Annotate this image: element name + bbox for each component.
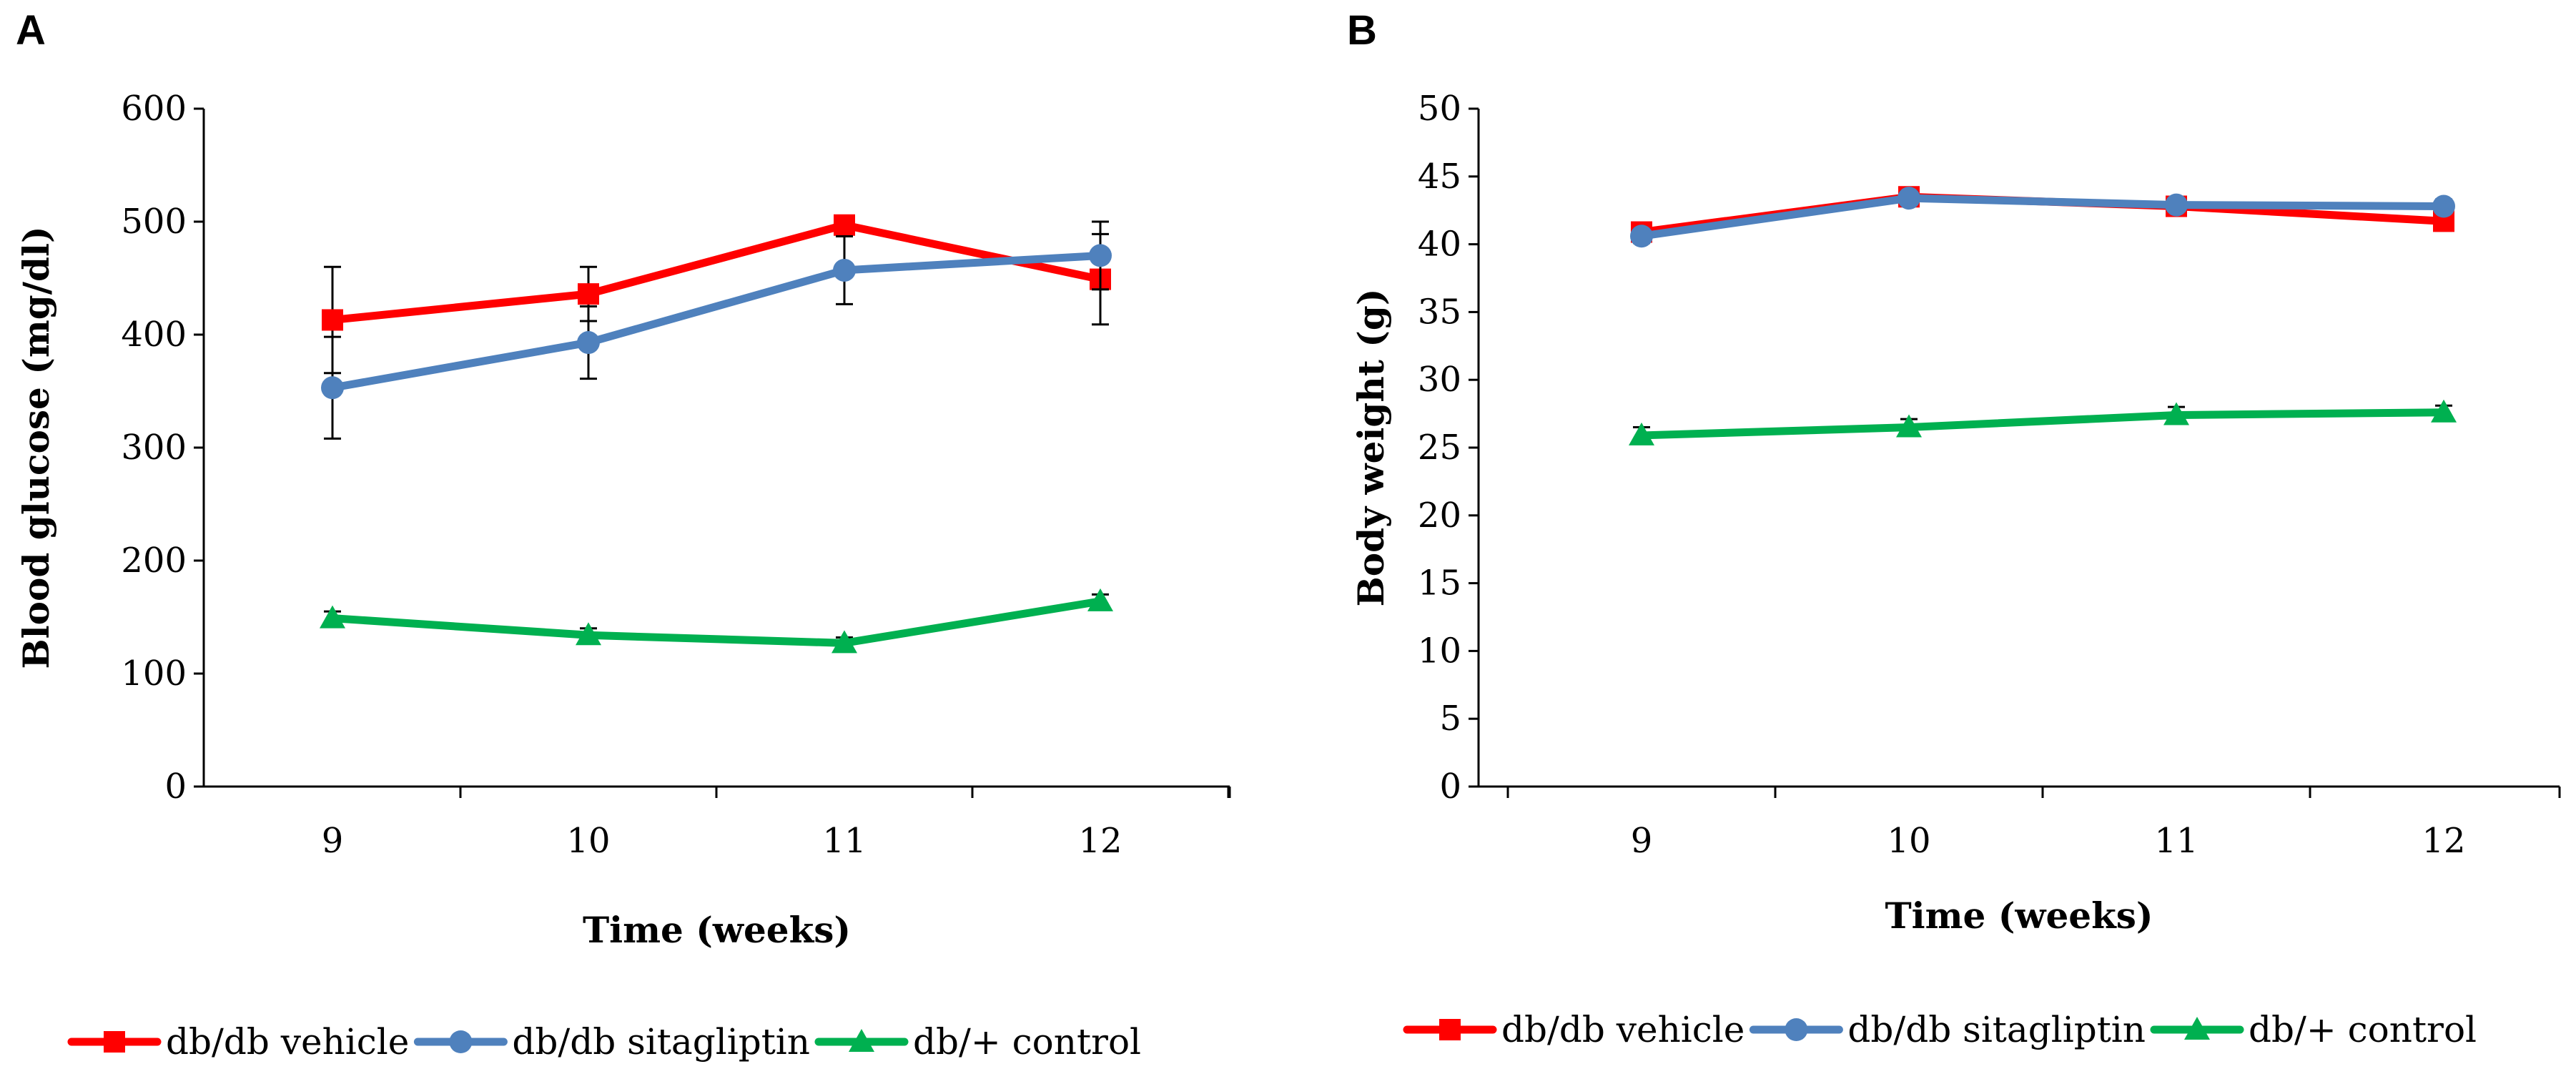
panel-letter: B <box>1347 7 1377 54</box>
y-tick-label: 400 <box>121 315 187 355</box>
data-point <box>578 283 599 305</box>
data-point <box>2431 399 2457 423</box>
series-line <box>328 597 1105 647</box>
x-tick-label: 10 <box>566 821 610 861</box>
x-tick-label: 11 <box>822 821 866 861</box>
series-line <box>1637 408 2448 440</box>
data-point <box>1089 244 1112 267</box>
data-point <box>322 309 343 331</box>
y-tick-label: 5 <box>1439 699 1461 739</box>
x-tick-label: 11 <box>2154 821 2198 861</box>
data-point <box>1898 187 1920 210</box>
data-point <box>1629 422 1654 445</box>
legend-item: db/db sitagliptin <box>413 1021 810 1063</box>
x-axis-title: Time (weeks) <box>1885 895 2153 937</box>
x-tick-label: 10 <box>1887 821 1930 861</box>
panel-a: A 0 100 200 300 400 500 600 9 10 11 12 Time (weeks) B… <box>15 7 1231 1063</box>
y-tick-label: 25 <box>1418 428 1461 468</box>
data-point <box>831 630 857 654</box>
y-tick-label: 0 <box>164 767 187 807</box>
data-point <box>321 376 344 400</box>
legend-label: db/db vehicle <box>1501 1009 1745 1050</box>
series-db-db-sitagliptin <box>1630 187 2455 248</box>
legend-item: db/db vehicle <box>1403 1009 1745 1050</box>
x-tick-label: 9 <box>1631 821 1653 861</box>
series-db-db-sitagliptin <box>321 220 1112 440</box>
y-tick-label: 30 <box>1418 360 1461 400</box>
legend-marker <box>2184 1017 2210 1040</box>
data-point <box>577 331 600 355</box>
y-tick-label: 600 <box>121 89 187 129</box>
legend: db/db vehicle db/db sitagliptin db/+ contr… <box>1403 1009 2477 1050</box>
data-point <box>2163 402 2189 425</box>
legend-label: db/+ control <box>2249 1009 2477 1050</box>
series-db-db-vehicle <box>1631 186 2454 243</box>
x-tick-label: 12 <box>2422 821 2465 861</box>
y-tick-label: 45 <box>1418 157 1461 197</box>
legend-marker <box>449 1030 473 1053</box>
series-line <box>328 221 1105 324</box>
legend-marker <box>1439 1019 1461 1040</box>
legend-label: db/db sitagliptin <box>512 1021 810 1063</box>
y-tick-label: 50 <box>1418 89 1461 129</box>
legend: db/db vehicle db/db sitagliptin db/+ contr… <box>67 1021 1141 1063</box>
panel-letter: A <box>16 7 46 54</box>
y-tick-label: 20 <box>1418 496 1461 536</box>
data-point <box>320 605 345 629</box>
y-tick-label: 40 <box>1418 225 1461 265</box>
y-tick-label: 10 <box>1418 631 1461 671</box>
legend-item: db/db vehicle <box>67 1021 409 1063</box>
y-tick-label: 35 <box>1418 292 1461 332</box>
panel-b: B 0 5 10 15 20 25 30 35 40 45 50 9 10 11 12 Time (weeks)… <box>1347 7 2561 1050</box>
y-axis-title: Body weight (g) <box>1350 289 1392 607</box>
legend-label: db/+ control <box>913 1021 1141 1063</box>
x-axis-title: Time (weeks) <box>583 909 851 951</box>
legend-label: db/db vehicle <box>166 1021 409 1063</box>
legend-marker <box>1785 1018 1808 1041</box>
legend-marker <box>849 1029 874 1052</box>
y-tick-label: 500 <box>121 202 187 242</box>
data-point <box>834 214 855 236</box>
y-axis-title: Blood glucose (mg/dl) <box>15 226 57 669</box>
y-tick-label: 15 <box>1418 563 1461 603</box>
y-tick-label: 0 <box>1439 767 1461 807</box>
y-tick-label: 300 <box>121 428 187 468</box>
series-db-control <box>1629 399 2457 445</box>
data-point <box>576 622 601 646</box>
data-point <box>2165 193 2188 217</box>
legend-marker <box>104 1031 125 1053</box>
y-tick-label: 200 <box>121 541 187 581</box>
series-line <box>1637 194 2448 240</box>
legend-item: db/+ control <box>814 1021 1141 1063</box>
y-tick-label: 100 <box>121 654 187 694</box>
data-point <box>1896 414 1922 438</box>
series-db-control <box>320 588 1113 654</box>
data-point <box>833 258 856 282</box>
legend-item: db/+ control <box>2150 1009 2477 1050</box>
data-point <box>1087 588 1113 611</box>
series-line <box>328 251 1105 392</box>
legend-label: db/db sitagliptin <box>1847 1009 2146 1050</box>
legend-item: db/db sitagliptin <box>1749 1009 2146 1050</box>
series-db-db-vehicle <box>322 214 1111 375</box>
x-tick-label: 9 <box>322 821 344 861</box>
data-point <box>2432 194 2455 218</box>
data-point <box>1630 225 1653 248</box>
x-tick-label: 12 <box>1078 821 1122 861</box>
